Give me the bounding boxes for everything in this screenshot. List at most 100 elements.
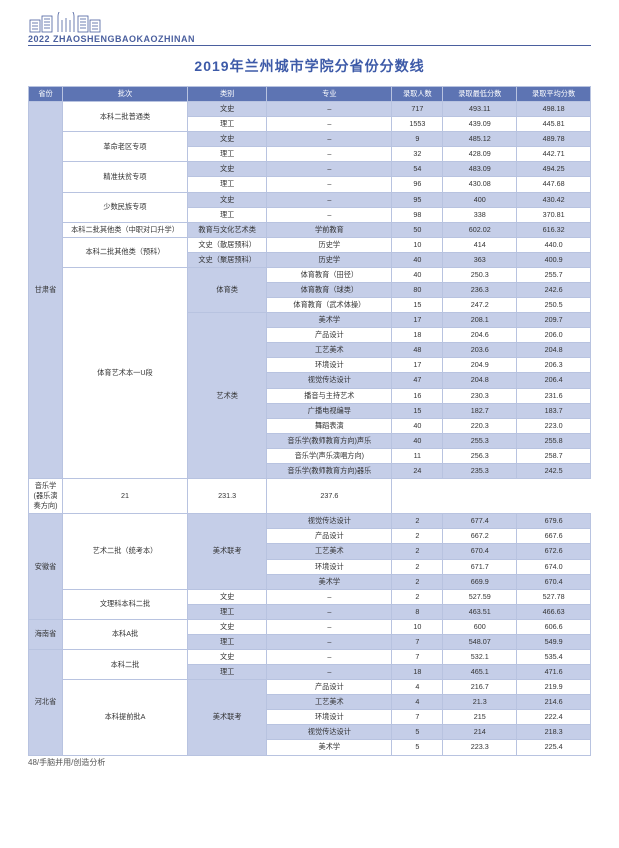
cell-major: 环境设计 <box>267 710 392 725</box>
cell-batch: 本科二批 <box>63 649 188 679</box>
cell-min: 208.1 <box>443 313 517 328</box>
score-table: 省份 批次 类别 专业 录取人数 录取最低分数 录取平均分数 甘肃省本科二批普通… <box>28 86 591 756</box>
cell-major: – <box>267 102 392 117</box>
cell-avg: 679.6 <box>517 514 591 529</box>
cell-min: 669.9 <box>443 574 517 589</box>
cell-major: 产品设计 <box>267 328 392 343</box>
cell-min: 204.8 <box>443 373 517 388</box>
cell-avg: 255.8 <box>517 433 591 448</box>
cell-avg: 440.0 <box>517 237 591 252</box>
table-row: 海南省本科A批文史–10600606.6 <box>29 619 591 634</box>
cell-major: – <box>267 634 392 649</box>
cell-major: – <box>267 177 392 192</box>
cell-avg: 258.7 <box>517 448 591 463</box>
cell-avg: 204.8 <box>517 343 591 358</box>
cell-min: 483.09 <box>443 162 517 177</box>
cell-min: 430.08 <box>443 177 517 192</box>
cell-avg: 667.6 <box>517 529 591 544</box>
cell-type: 体育类 <box>187 267 266 312</box>
col-province: 省份 <box>29 87 63 102</box>
cell-avg: 242.5 <box>517 463 591 478</box>
cell-avg: 206.4 <box>517 373 591 388</box>
cell-avg: 549.9 <box>517 634 591 649</box>
cell-avg: 498.18 <box>517 102 591 117</box>
cell-type: 文史 <box>187 132 266 147</box>
table-row: 少数民族专项文史–95400430.42 <box>29 192 591 207</box>
cell-major: 音乐学(教师教育方向)器乐 <box>267 463 392 478</box>
cell-type: 理工 <box>187 207 266 222</box>
cell-min: 428.09 <box>443 147 517 162</box>
cell-province: 安徽省 <box>29 514 63 620</box>
cell-avg: 237.6 <box>267 479 392 514</box>
cell-num: 98 <box>392 207 443 222</box>
cell-min: 400 <box>443 192 517 207</box>
cell-major: 产品设计 <box>267 529 392 544</box>
cell-min: 204.6 <box>443 328 517 343</box>
cell-avg: 250.5 <box>517 298 591 313</box>
cell-major: 产品设计 <box>267 680 392 695</box>
cell-type: 理工 <box>187 604 266 619</box>
cell-major: – <box>267 147 392 162</box>
cell-num: 48 <box>392 343 443 358</box>
table-row: 精准扶贫专项文史–54483.09494.25 <box>29 162 591 177</box>
cell-avg: 430.42 <box>517 192 591 207</box>
cell-num: 18 <box>392 328 443 343</box>
cell-min: 214 <box>443 725 517 740</box>
cell-num: 7 <box>392 634 443 649</box>
cell-avg: 222.4 <box>517 710 591 725</box>
table-row: 文理科本科二批文史–2527.59527.78 <box>29 589 591 604</box>
cell-num: 54 <box>392 162 443 177</box>
cell-avg: 471.6 <box>517 665 591 680</box>
cell-avg: 489.78 <box>517 132 591 147</box>
cell-major: 美术学 <box>267 313 392 328</box>
cell-num: 4 <box>392 680 443 695</box>
cell-num: 7 <box>392 710 443 725</box>
cell-batch: 本科提前批A <box>63 680 188 755</box>
cell-major: – <box>267 665 392 680</box>
cell-num: 1553 <box>392 117 443 132</box>
cell-batch: 本科二批其他类（中职对口升学） <box>63 222 188 237</box>
cell-major: – <box>267 132 392 147</box>
cell-avg: 206.0 <box>517 328 591 343</box>
cell-major: 体育教育（武术体操） <box>267 298 392 313</box>
cell-num: 40 <box>392 267 443 282</box>
cell-batch: 本科二批其他类（预科） <box>63 237 188 267</box>
cell-province: 海南省 <box>29 619 63 649</box>
cell-num: 9 <box>392 132 443 147</box>
cell-min: 230.3 <box>443 388 517 403</box>
brand-text: 2022 ZHAOSHENGBAOKAOZHINAN <box>28 34 591 46</box>
cell-num: 10 <box>392 237 443 252</box>
cell-major: 舞蹈表演 <box>267 418 392 433</box>
cell-min: 204.9 <box>443 358 517 373</box>
logo-block <box>28 12 591 34</box>
cell-avg: 447.68 <box>517 177 591 192</box>
col-min: 录取最低分数 <box>443 87 517 102</box>
cell-num: 96 <box>392 177 443 192</box>
cell-major: – <box>267 619 392 634</box>
table-row: 革命老区专项文史–9485.12489.78 <box>29 132 591 147</box>
cell-type: 理工 <box>187 634 266 649</box>
cell-min: 671.7 <box>443 559 517 574</box>
col-type: 类别 <box>187 87 266 102</box>
cell-min: 231.3 <box>187 479 266 514</box>
col-avg: 录取平均分数 <box>517 87 591 102</box>
cell-num: 17 <box>392 358 443 373</box>
cell-major: 学前教育 <box>267 222 392 237</box>
cell-avg: 616.32 <box>517 222 591 237</box>
cell-type: 理工 <box>187 117 266 132</box>
cell-num: 50 <box>392 222 443 237</box>
cell-min: 203.6 <box>443 343 517 358</box>
table-row: 本科二批其他类（预科）文史（散居预科）历史学10414440.0 <box>29 237 591 252</box>
cell-num: 2 <box>392 514 443 529</box>
cell-num: 2 <box>392 544 443 559</box>
cell-min: 465.1 <box>443 665 517 680</box>
cell-major: 环境设计 <box>267 358 392 373</box>
cell-type: 文史 <box>187 649 266 664</box>
cell-major: 视觉传达设计 <box>267 514 392 529</box>
cell-type: 文史 <box>187 162 266 177</box>
cell-avg: 183.7 <box>517 403 591 418</box>
cell-avg: 494.25 <box>517 162 591 177</box>
cell-num: 18 <box>392 665 443 680</box>
cell-batch: 精准扶贫专项 <box>63 162 188 192</box>
cell-batch: 革命老区专项 <box>63 132 188 162</box>
